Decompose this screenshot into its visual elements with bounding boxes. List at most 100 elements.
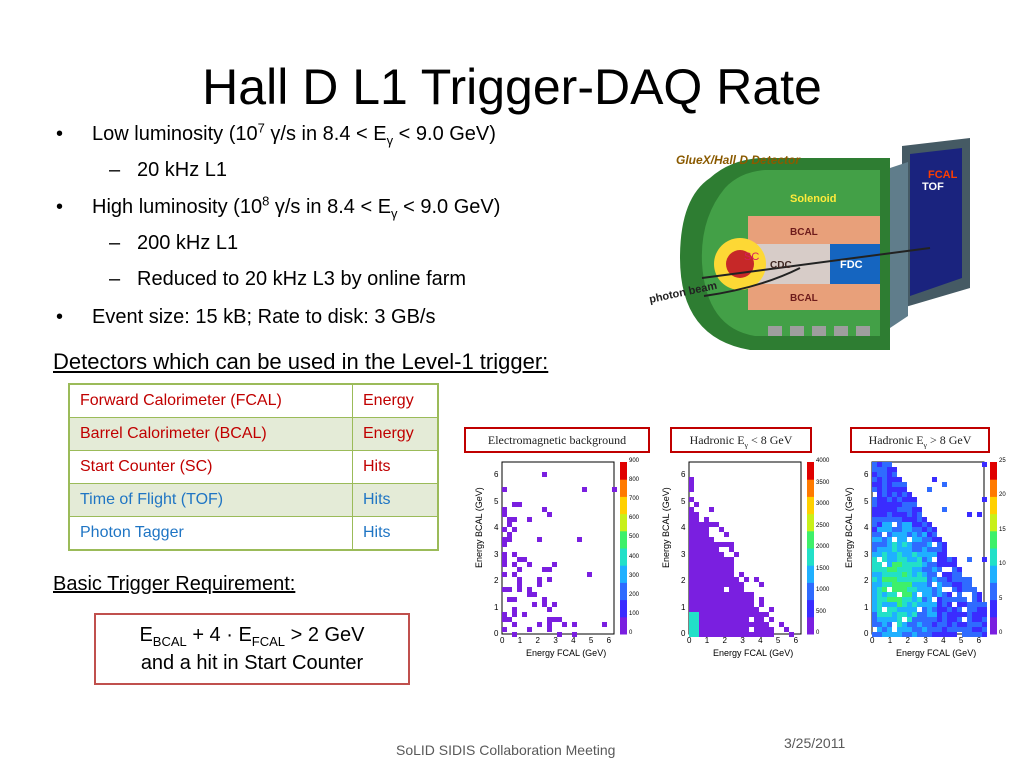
histogram-bin — [922, 597, 927, 602]
histogram-bin — [927, 627, 932, 632]
histogram-bin — [897, 577, 902, 582]
histogram-bin — [902, 632, 907, 637]
histogram-bin — [709, 562, 714, 567]
page-title: Hall D L1 Trigger-DAQ Rate — [202, 59, 822, 115]
histogram-bin — [922, 617, 927, 622]
histogram-bin — [947, 582, 952, 587]
histogram-bin — [922, 622, 927, 627]
histogram-bin — [877, 617, 882, 622]
histogram-bin — [882, 527, 887, 532]
histogram-bin — [882, 502, 887, 507]
histogram-bin — [527, 627, 532, 632]
histogram-bin — [877, 532, 882, 537]
histogram-bin — [724, 627, 729, 632]
histogram-bin — [729, 567, 734, 572]
histogram-bin — [877, 482, 882, 487]
colorbar-label: 200 — [629, 591, 640, 598]
histogram-bin — [512, 612, 517, 617]
histogram-bin — [907, 607, 912, 612]
histogram-bin — [877, 467, 882, 472]
histogram-plot: 0 0 1 1 2 2 3 3 4 4 5 5 6 6 25 20 15 10 5 0 Energy FCAL (GeV… — [838, 456, 1008, 661]
histogram-bin — [887, 562, 892, 567]
histogram-bin — [892, 607, 897, 612]
histogram-bin — [517, 587, 522, 592]
histogram-bin — [917, 507, 922, 512]
histogram-bin — [542, 602, 547, 607]
label-fdc: FDC — [840, 259, 863, 271]
histogram-bin — [897, 517, 902, 522]
histogram-bin — [729, 602, 734, 607]
histogram-bin — [902, 622, 907, 627]
subscript: γ — [923, 440, 927, 450]
histogram-bin — [719, 632, 724, 637]
histogram-bin — [967, 612, 972, 617]
histogram-bin — [749, 632, 754, 637]
histogram-bin — [892, 552, 897, 557]
histogram-bin — [927, 527, 932, 532]
histogram-bin — [872, 487, 877, 492]
histogram-bin — [689, 517, 694, 522]
histogram-bin — [872, 567, 877, 572]
histogram-bin — [917, 627, 922, 632]
histogram-bin — [907, 612, 912, 617]
histogram-bin — [872, 517, 877, 522]
histogram-bin — [897, 597, 902, 602]
histogram-bin — [714, 562, 719, 567]
histogram-bin — [907, 597, 912, 602]
histogram-bin — [907, 622, 912, 627]
histogram-bin — [887, 522, 892, 527]
histogram-bin — [887, 467, 892, 472]
histogram-bin — [754, 627, 759, 632]
histogram-bin — [739, 572, 744, 577]
histogram-bin — [892, 612, 897, 617]
histogram-bin — [749, 597, 754, 602]
x-tick-label: 1 — [704, 636, 710, 645]
histogram-bin — [927, 632, 932, 637]
text: > 8 GeV — [927, 433, 972, 447]
histogram-bin — [927, 572, 932, 577]
histogram-bin — [877, 547, 882, 552]
histogram-bin — [887, 622, 892, 627]
histogram-bin — [699, 537, 704, 542]
histogram-bin — [957, 617, 962, 622]
histogram-bin — [729, 627, 734, 632]
subscript: γ — [386, 133, 394, 148]
y-tick-label: 3 — [864, 549, 869, 559]
y-tick-label: 5 — [864, 496, 869, 506]
histogram-bin — [507, 517, 512, 522]
histogram-bin — [699, 577, 704, 582]
histogram-bin — [709, 622, 714, 627]
histogram-bin — [902, 577, 907, 582]
histogram-bin — [729, 572, 734, 577]
histogram-bin — [872, 542, 877, 547]
histogram-bin — [897, 492, 902, 497]
histogram-bin — [917, 577, 922, 582]
histogram-bin — [704, 602, 709, 607]
histogram-bin — [754, 612, 759, 617]
histogram-bin — [759, 602, 764, 607]
histogram-bin — [942, 632, 947, 637]
histogram-bin — [927, 487, 932, 492]
histogram-bin — [917, 522, 922, 527]
x-tick-label: 6 — [793, 636, 799, 645]
detector-title: GlueX/Hall D Detector — [676, 153, 801, 167]
colorbar-segment — [807, 616, 814, 635]
histogram-bin — [887, 582, 892, 587]
histogram-bin — [729, 577, 734, 582]
histogram-bin — [927, 602, 932, 607]
histogram-bin — [932, 577, 937, 582]
histogram-bin — [552, 602, 557, 607]
colorbar-segment — [620, 530, 627, 549]
histogram-bin — [502, 542, 507, 547]
histogram-bin — [872, 597, 877, 602]
y-tick-label: 6 — [681, 470, 686, 480]
histogram-bin — [887, 547, 892, 552]
histogram-bin — [927, 532, 932, 537]
histogram-bin — [699, 552, 704, 557]
histogram-bin — [947, 627, 952, 632]
bullet-mark: • — [56, 196, 64, 218]
histogram-bin — [922, 607, 927, 612]
histogram-bin — [872, 582, 877, 587]
histogram-bin — [877, 542, 882, 547]
histogram-bin — [942, 602, 947, 607]
